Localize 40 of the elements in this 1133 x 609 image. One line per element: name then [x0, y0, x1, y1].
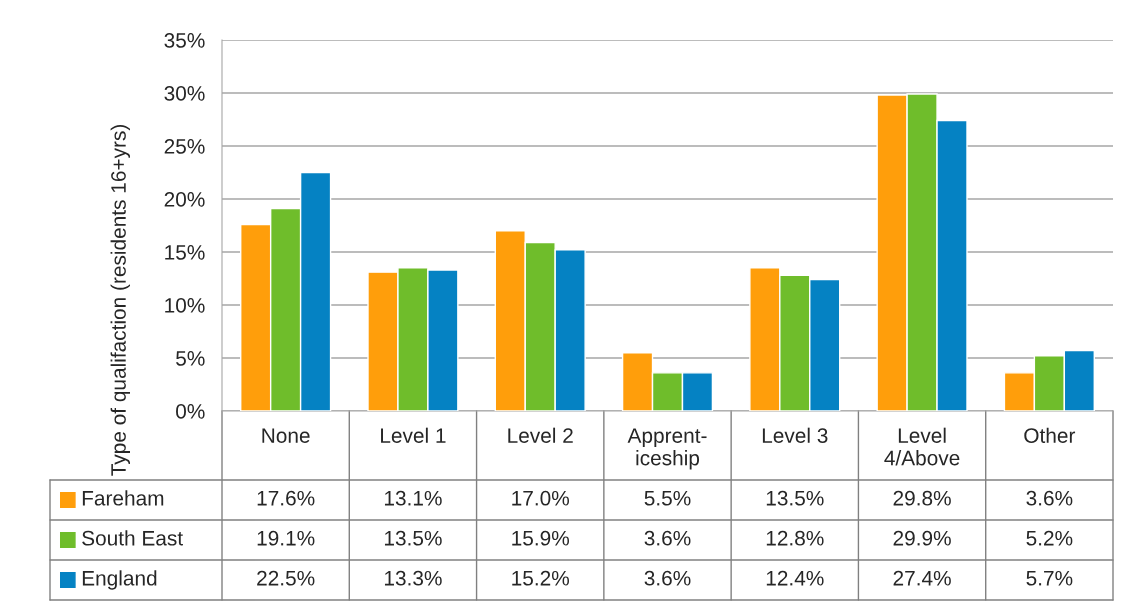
data-label: 3.6%	[1026, 490, 1073, 506]
x-tick-label: Other	[1024, 427, 1076, 443]
data-label: 13.1%	[384, 490, 442, 506]
x-tick-label: Level 3	[762, 427, 828, 443]
data-label: 19.1%	[257, 530, 315, 546]
x-tick-label: Apprent- iceship	[627, 428, 707, 470]
legend-label: South East	[82, 530, 183, 546]
data-label: 5.2%	[1026, 530, 1073, 546]
y-tick-label: 10%	[165, 298, 205, 313]
data-label: 12.8%	[766, 530, 824, 546]
data-label: 15.2%	[512, 570, 570, 586]
data-label: 5.5%	[644, 490, 691, 506]
data-label: 3.6%	[644, 570, 691, 586]
data-label: 5.7%	[1026, 570, 1073, 586]
y-axis-title: Type of qualifaction (residents 16+yrs)	[110, 124, 130, 476]
data-label: 17.6%	[257, 490, 315, 506]
y-tick-label: 0%	[176, 404, 205, 419]
data-label: 13.3%	[384, 570, 442, 586]
y-tick-label: 20%	[164, 192, 205, 207]
data-label: 17.0%	[512, 490, 570, 506]
data-label: 29.9%	[893, 530, 951, 546]
y-tick-label: 30%	[164, 86, 205, 101]
y-tick-label: 25%	[164, 139, 205, 154]
data-label: 27.4%	[893, 570, 951, 586]
data-label: 13.5%	[766, 490, 824, 506]
x-tick-label: Level 2	[508, 427, 573, 443]
data-label: 3.6%	[644, 530, 691, 546]
legend-label: Fareham	[82, 490, 164, 506]
y-tick-label: 15%	[165, 245, 205, 260]
data-label: 29.8%	[893, 490, 951, 506]
data-label: 15.9%	[512, 530, 570, 546]
data-label: 22.5%	[257, 570, 315, 586]
data-label: 12.4%	[766, 570, 824, 586]
y-tick-label: 5%	[176, 351, 205, 366]
x-tick-label: None	[262, 428, 310, 443]
x-tick-label: Level 1	[381, 427, 446, 443]
y-tick-label: 35%	[164, 33, 205, 48]
data-label: 13.5%	[384, 530, 442, 546]
x-tick-label: Level 4/Above	[884, 427, 960, 466]
legend-label: England	[82, 570, 157, 590]
